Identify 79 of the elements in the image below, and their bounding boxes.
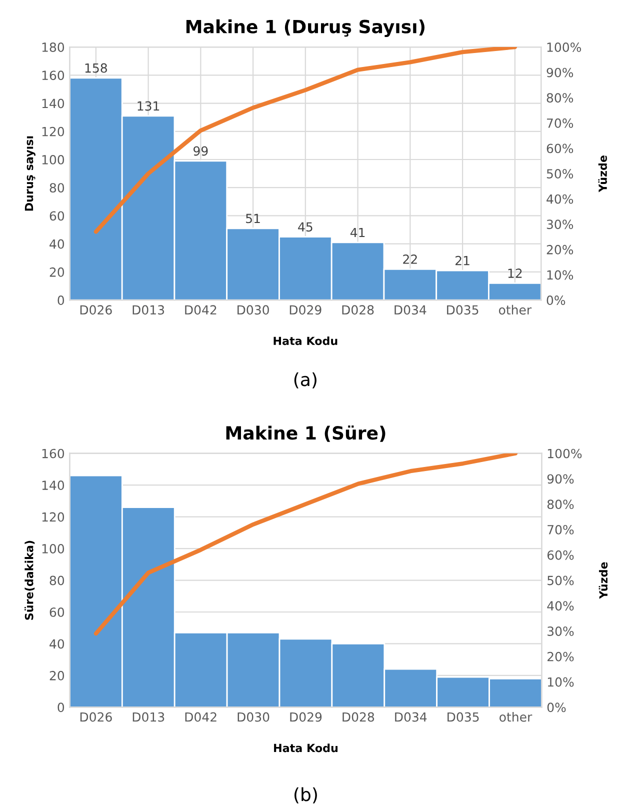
y-tick-label: 100	[42, 154, 64, 164]
y-tick-label: 60	[50, 607, 64, 617]
y-tick-label: 100	[42, 544, 64, 554]
y2-tick-label: 50%	[546, 169, 574, 178]
data-label: 41	[350, 228, 365, 238]
y2-tick-label: 30%	[548, 626, 574, 636]
y-tick-label: 140	[42, 98, 64, 108]
x-tick-label: D042	[185, 712, 216, 722]
x-tick-label: D034	[394, 305, 426, 315]
x-axis-title: Hata Kodu	[274, 744, 338, 752]
x-tick-label: D026	[80, 712, 112, 722]
x-tick-label: D042	[185, 305, 216, 315]
x-tick-label: D028	[342, 712, 374, 722]
y-tick-label: 120	[42, 512, 64, 522]
y-tick-label: 20	[50, 267, 64, 277]
y2-axis-title: Yüzde	[598, 156, 607, 192]
x-axis-title: Hata Kodu	[274, 336, 338, 346]
y-tick-label: 80	[50, 183, 64, 193]
y2-tick-label: 40%	[546, 194, 574, 204]
chart-title: Makine 1 (Süre)	[226, 425, 386, 442]
y-tick-label: 80	[50, 576, 64, 586]
y-axis-title: Süre(dakika)	[24, 540, 35, 620]
x-tick-label: D035	[448, 712, 479, 722]
data-label: 158	[85, 63, 107, 73]
y2-tick-label: 30%	[546, 220, 574, 230]
x-tick-label: other	[500, 712, 532, 722]
data-label: 131	[138, 101, 160, 111]
y2-tick-label: 100%	[547, 42, 582, 52]
data-label: 22	[403, 254, 417, 264]
y-axis-title: Duruş sayısı	[24, 136, 36, 211]
y2-tick-label: 70%	[546, 118, 574, 128]
y2-tick-label: 0%	[547, 702, 566, 712]
x-tick-label: D030	[238, 305, 269, 315]
y2-tick-label: 50%	[548, 576, 574, 586]
y-tick-label: 20	[50, 670, 64, 680]
y-tick-label: 40	[50, 639, 64, 649]
y2-tick-label: 20%	[548, 652, 574, 662]
text: (b)	[294, 787, 317, 804]
y2-tick-label: 0%	[546, 296, 566, 305]
y-tick-label: 40	[50, 239, 64, 249]
x-tick-label: D029	[290, 305, 322, 315]
y-tick-label: 0	[58, 702, 64, 712]
y2-tick-label: 80%	[546, 93, 574, 103]
x-tick-label: D035	[447, 305, 478, 315]
data-label: 51	[246, 214, 260, 224]
y-tick-label: 120	[42, 126, 64, 136]
y2-tick-label: 90%	[546, 68, 574, 78]
y2-axis-title: Yüzde	[598, 562, 608, 599]
data-label: 45	[298, 222, 312, 232]
y2-tick-label: 70%	[548, 524, 574, 534]
text: (a)	[294, 372, 316, 388]
y-tick-label: 160	[42, 448, 64, 458]
x-tick-label: D013	[132, 305, 164, 315]
y-tick-label: 180	[42, 42, 64, 52]
y2-tick-label: 10%	[548, 677, 574, 687]
data-label: 12	[508, 268, 522, 278]
x-tick-label: D026	[80, 305, 112, 315]
y-tick-label: 140	[42, 480, 64, 490]
data-label: 99	[193, 146, 208, 156]
y2-tick-label: 100%	[548, 448, 582, 458]
y-tick-label: 0	[58, 296, 64, 305]
x-tick-label: D029	[290, 712, 322, 722]
y2-tick-label: 60%	[546, 144, 574, 154]
y2-tick-label: 10%	[547, 270, 574, 280]
y2-tick-label: 60%	[547, 550, 574, 560]
x-tick-label: D034	[395, 712, 427, 722]
x-tick-label: D030	[238, 712, 270, 722]
y-tick-label: 160	[42, 70, 64, 80]
line-series	[94, 453, 518, 636]
data-label: 21	[456, 256, 470, 266]
y2-tick-label: 20%	[546, 244, 574, 254]
y2-tick-label: 80%	[547, 500, 574, 510]
y2-tick-label: 90%	[547, 474, 574, 484]
chart-title: Makine 1 (Duruş Sayısı)	[186, 19, 424, 38]
y2-tick-label: 40%	[547, 601, 574, 611]
y-tick-label: 60	[50, 211, 64, 221]
x-tick-label: D013	[132, 712, 164, 722]
x-tick-label: other	[498, 304, 532, 315]
x-tick-label: D028	[342, 305, 374, 315]
